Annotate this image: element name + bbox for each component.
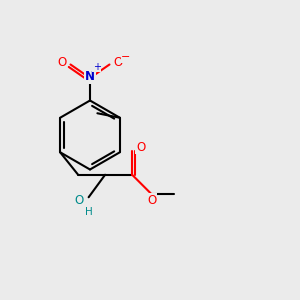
Text: H: H [85,207,92,217]
Text: O: O [74,194,84,207]
Text: O: O [58,56,67,70]
Text: O: O [136,141,145,154]
Text: O: O [113,56,122,70]
Text: +: + [93,61,101,72]
Text: O: O [147,194,156,207]
Text: N: N [85,70,95,83]
Text: −: − [121,52,131,62]
